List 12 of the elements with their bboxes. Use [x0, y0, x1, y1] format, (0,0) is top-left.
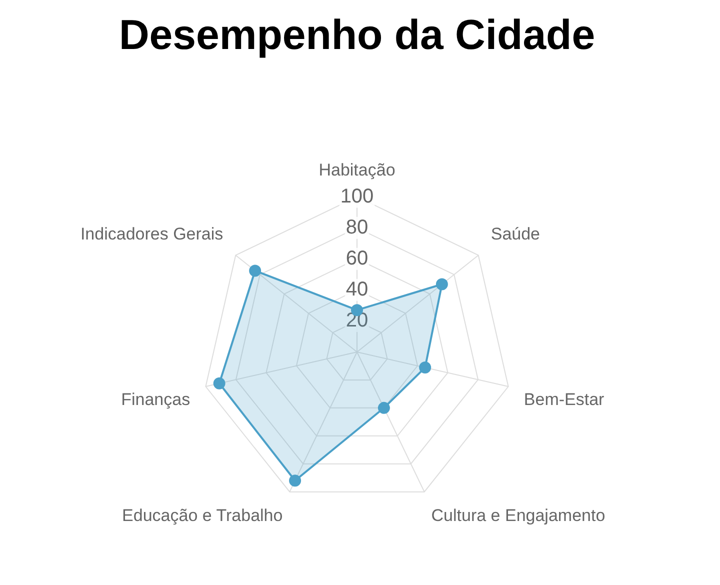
y-tick-label: 40: [346, 278, 368, 300]
spoke-label: Cultura e Engajamento: [431, 506, 606, 526]
spoke-label: Indicadores Gerais: [80, 224, 224, 244]
y-tick-label: 100: [340, 185, 374, 208]
spoke-label: Bem-Estar: [524, 390, 605, 409]
spoke-label: Saúde: [490, 224, 540, 244]
chart-title: Desempenho da Cidade: [118, 10, 596, 58]
spoke-label: Finanças: [121, 390, 190, 409]
spoke-label: Habitação: [318, 160, 396, 180]
y-tick-label: 80: [346, 216, 368, 238]
spoke-label: Educação e Trabalho: [122, 506, 283, 526]
y-tick-label: 60: [346, 247, 368, 270]
